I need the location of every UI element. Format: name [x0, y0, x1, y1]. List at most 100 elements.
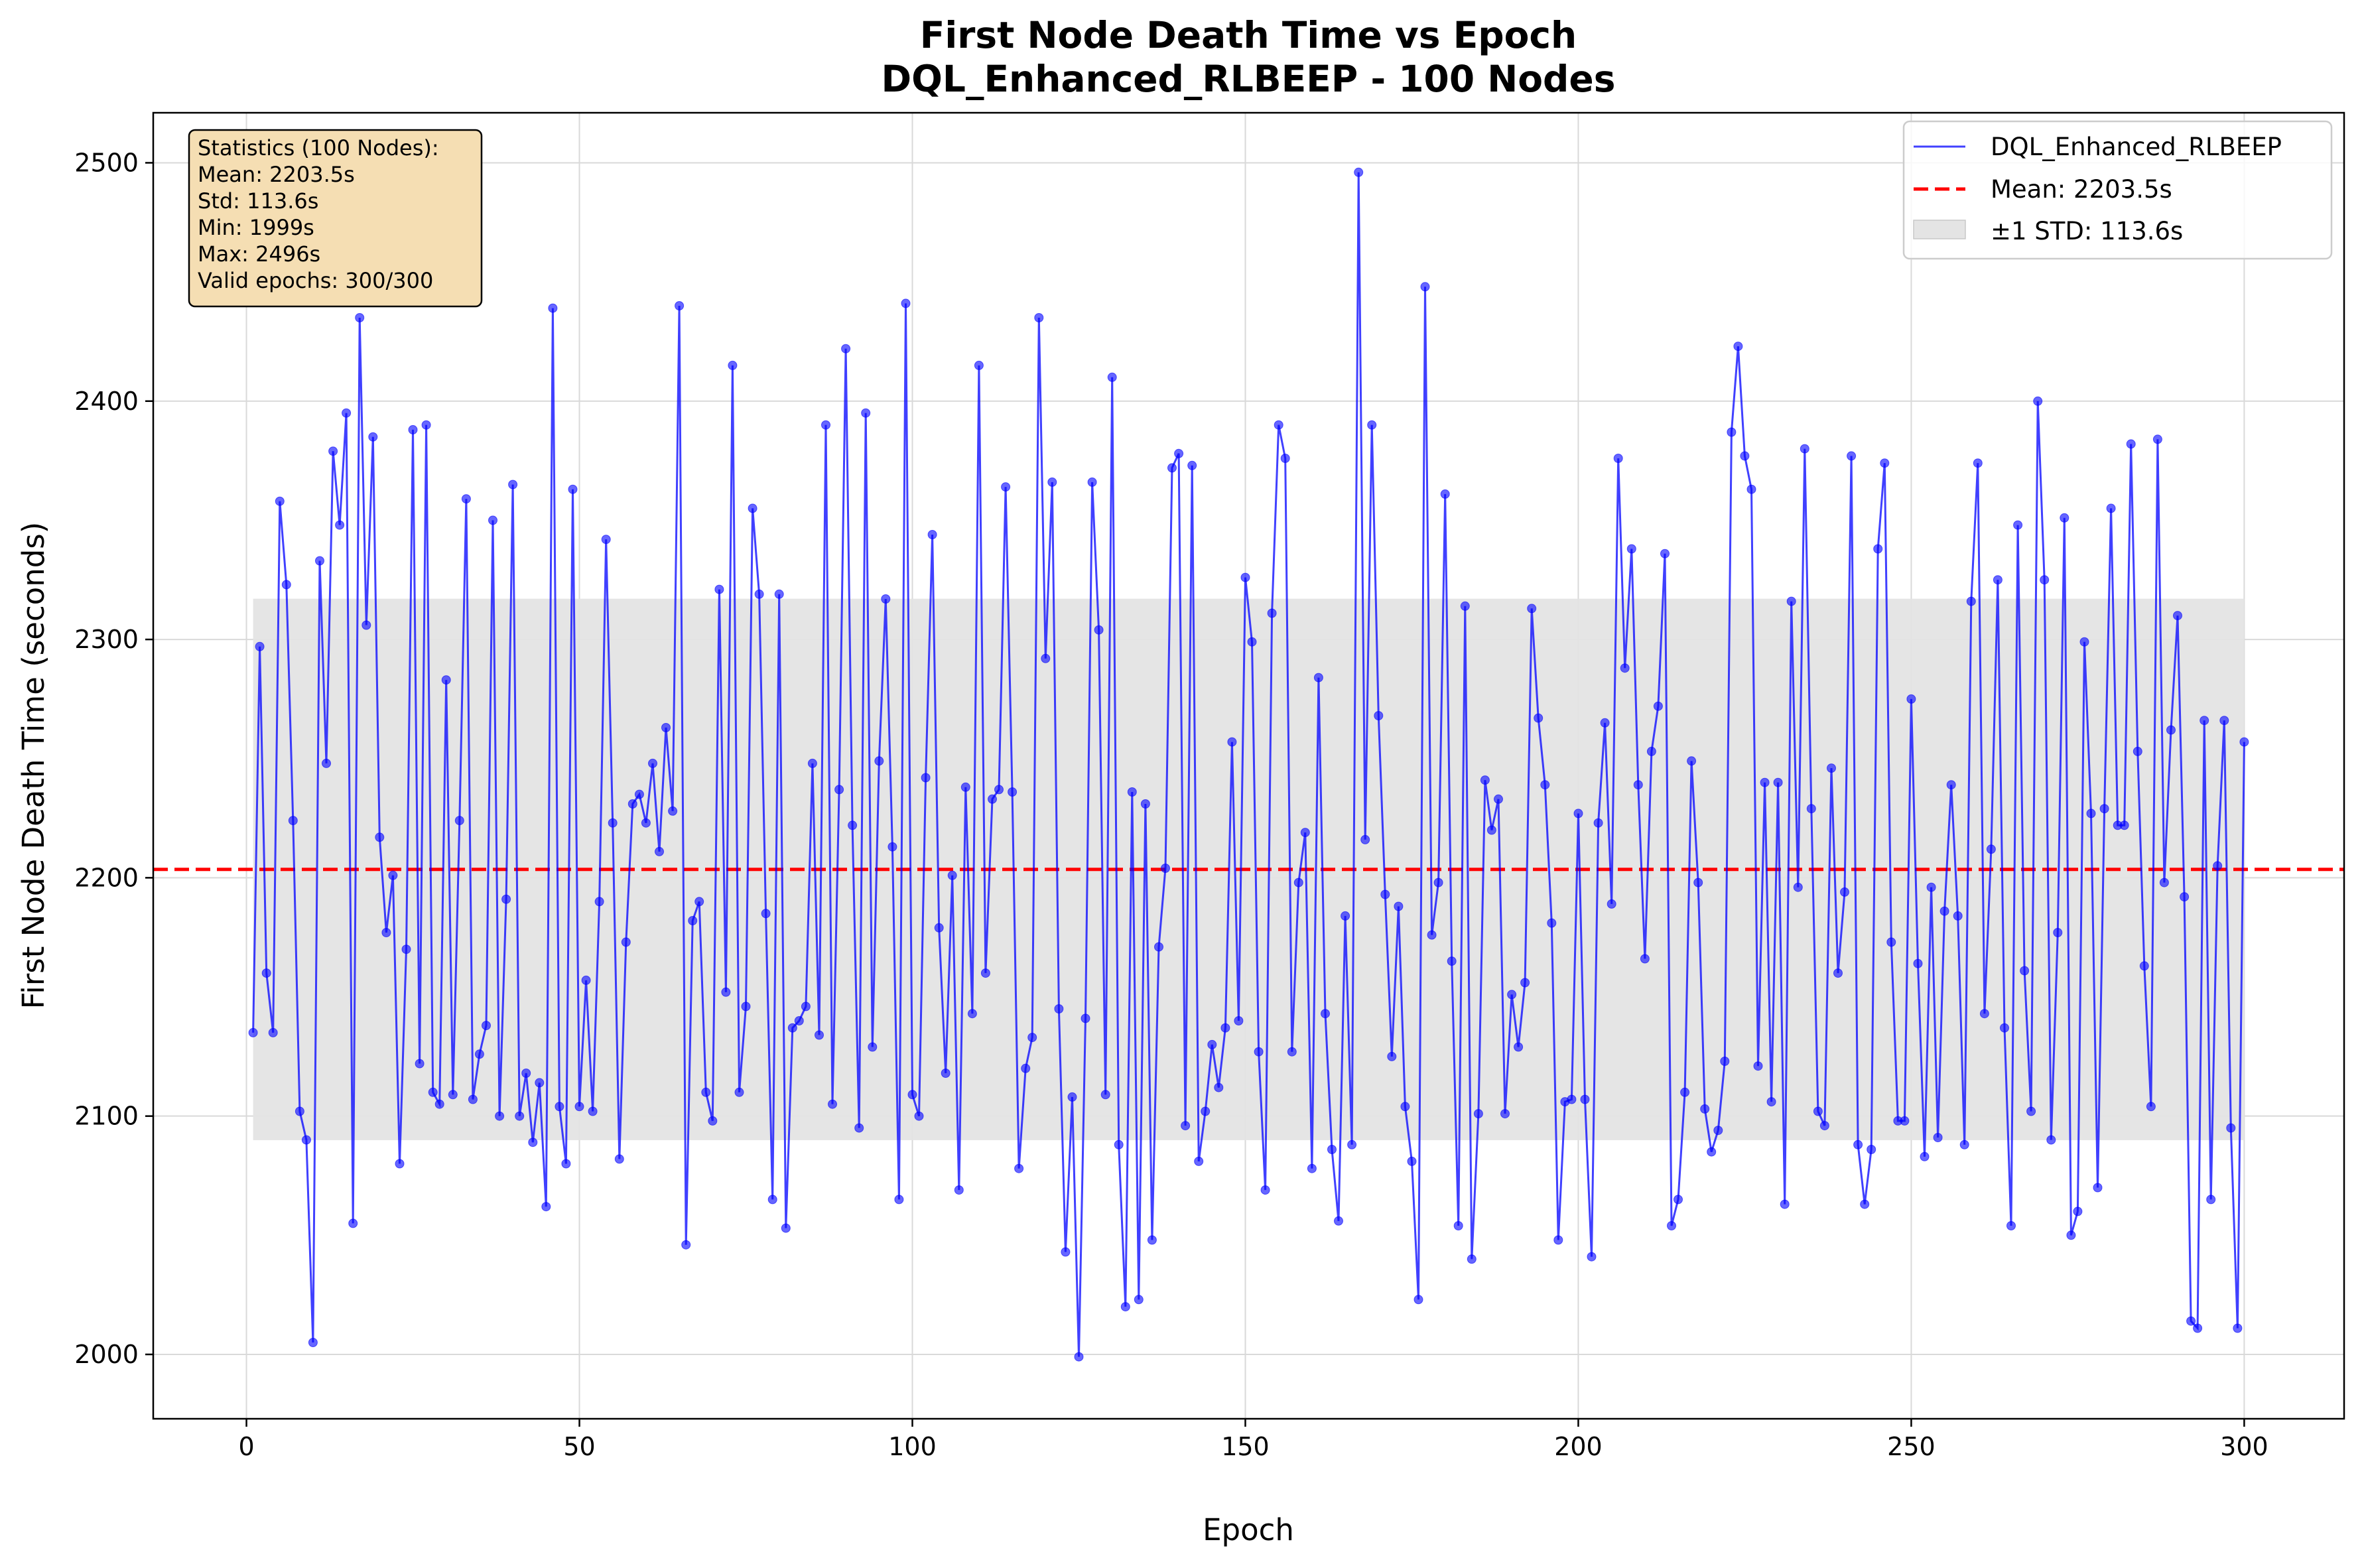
data-point	[1687, 756, 1697, 766]
x-tick-label: 100	[888, 1432, 937, 1461]
x-tick-label: 250	[1887, 1432, 1936, 1461]
data-point	[901, 298, 911, 308]
data-point	[1840, 887, 1849, 897]
data-point	[694, 897, 704, 907]
y-axis-label: First Node Death Time (seconds)	[16, 522, 51, 1010]
data-point	[515, 1111, 525, 1121]
data-point	[288, 816, 298, 826]
data-point	[1220, 1023, 1230, 1033]
data-point	[1061, 1247, 1071, 1257]
data-point	[914, 1111, 924, 1121]
data-point	[1700, 1104, 1710, 1114]
data-point	[2099, 804, 2109, 814]
data-point	[1607, 899, 1616, 909]
data-point	[1433, 878, 1443, 887]
data-point	[521, 1069, 531, 1078]
data-point	[608, 818, 618, 828]
data-point	[461, 494, 471, 504]
data-point	[1400, 1102, 1410, 1112]
data-point	[661, 723, 671, 732]
data-point	[501, 894, 511, 904]
data-point	[887, 842, 897, 852]
data-point	[421, 420, 431, 430]
data-point	[774, 589, 784, 599]
data-point	[1580, 1094, 1590, 1104]
data-point	[767, 1195, 777, 1205]
data-point	[1214, 1082, 1224, 1092]
data-point	[2239, 737, 2249, 747]
data-point	[1853, 1140, 1863, 1149]
data-point	[574, 1102, 584, 1112]
data-point	[1660, 549, 1670, 558]
data-point	[2026, 1106, 2036, 1116]
data-point	[322, 758, 331, 768]
data-point	[1021, 1063, 1031, 1073]
data-point	[581, 975, 591, 985]
data-point	[894, 1195, 904, 1205]
data-point	[1973, 458, 1983, 468]
data-point	[787, 1023, 797, 1033]
data-point	[2133, 746, 2142, 756]
data-point	[1540, 780, 1550, 790]
x-tick-label: 300	[2220, 1432, 2268, 1461]
data-point	[2013, 520, 2023, 530]
data-point	[675, 301, 685, 310]
data-point	[1447, 956, 1457, 966]
data-point	[1573, 809, 1583, 818]
data-point	[1773, 777, 1783, 787]
data-point	[448, 1090, 458, 1100]
data-point	[1367, 420, 1377, 430]
data-point	[548, 303, 558, 313]
data-point	[2206, 1195, 2216, 1205]
legend-series-label: DQL_Enhanced_RLBEEP	[1991, 133, 2282, 161]
data-point	[980, 968, 990, 978]
stats-box-background	[188, 129, 483, 308]
data-point	[1054, 1004, 1064, 1013]
data-point	[1780, 1199, 1790, 1209]
data-point	[834, 785, 844, 795]
data-point	[794, 1016, 804, 1025]
data-point	[1201, 1106, 1211, 1116]
data-point	[621, 937, 631, 947]
series-line	[252, 172, 2245, 1357]
data-point	[1514, 1042, 1524, 1052]
stats-line-min: Min: 1999s	[198, 215, 314, 240]
data-point	[1693, 878, 1703, 887]
data-point	[1473, 1109, 1483, 1119]
data-point	[528, 1138, 538, 1147]
data-point	[1920, 1151, 1930, 1161]
data-point	[1287, 1047, 1297, 1057]
data-point	[1733, 342, 1743, 352]
stats-line-title: Statistics (100 Nodes):	[198, 135, 439, 161]
data-point	[1966, 596, 1976, 606]
data-point	[482, 1021, 491, 1031]
data-point	[1587, 1252, 1597, 1262]
stats-line-mean: Mean: 2203.5s	[198, 162, 355, 187]
data-point	[1633, 780, 1643, 790]
data-point	[988, 794, 997, 804]
data-point	[468, 1094, 478, 1104]
data-point	[1167, 463, 1177, 473]
data-point	[821, 420, 830, 430]
data-point	[934, 923, 944, 933]
data-point	[807, 758, 817, 768]
data-point	[1041, 653, 1051, 663]
data-point	[295, 1106, 304, 1116]
data-point	[1553, 1235, 1563, 1245]
data-point	[2200, 716, 2209, 726]
data-point	[368, 432, 378, 442]
data-point	[1001, 482, 1011, 492]
data-point	[1334, 1216, 1343, 1226]
data-point	[874, 756, 884, 766]
data-point	[1227, 737, 1237, 747]
data-point	[381, 928, 391, 937]
data-point	[1034, 313, 1044, 322]
data-point	[1300, 828, 1310, 838]
data-point	[634, 789, 644, 799]
data-point	[2233, 1323, 2243, 1333]
data-point	[342, 408, 352, 418]
data-point	[1140, 799, 1150, 809]
data-point	[1906, 694, 1916, 704]
data-point	[1653, 701, 1663, 711]
data-point	[1274, 420, 1283, 430]
